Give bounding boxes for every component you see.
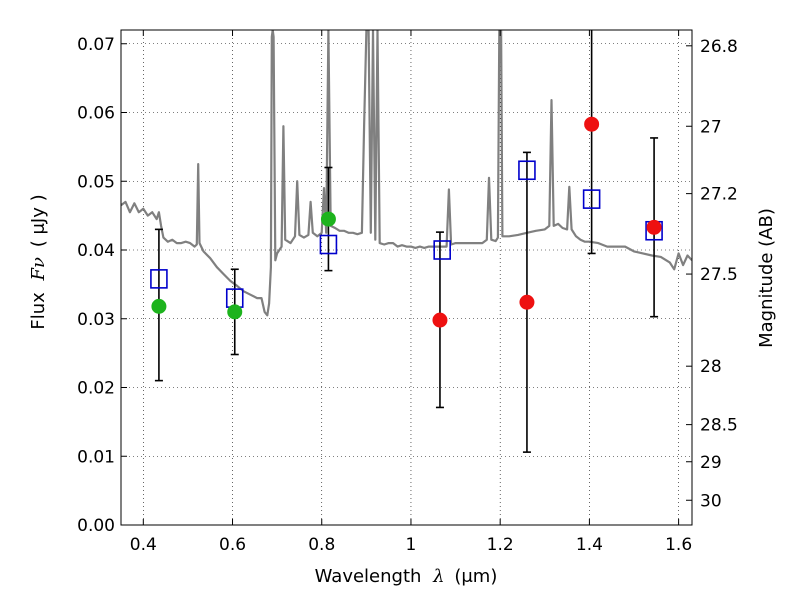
x-tick-label: 0.8 [308,535,335,555]
model-square [150,269,168,289]
y-tick-label: 0.01 [77,447,115,467]
x-tick-label: 0.4 [130,535,157,555]
y-tick-label: 0.03 [77,310,115,330]
observed-point [227,304,243,320]
y-tick-label: 0.04 [77,241,115,261]
x-tick-label: 1.4 [576,535,603,555]
y2-tick-label: 26.8 [700,37,738,57]
observed-point [320,211,336,227]
y2-axis-ticks: 26.8 27 27.2 27.5 28 28.5 29 30 [686,37,738,511]
model-square [319,234,338,255]
plot-frame [120,29,693,526]
y-tick-label: 0.05 [77,172,115,192]
y2-tick-label: 28.5 [700,416,738,436]
x-axis-ticks: 0.4 0.6 0.8 1 1.2 1.4 1.6 [130,30,692,555]
y2-tick-label: 27.5 [700,265,738,285]
y2-tick-label: 27.2 [700,185,738,205]
observed-point [432,312,448,328]
observed-point [646,219,662,235]
model-square [518,160,536,181]
x-tick-label: 0.6 [219,535,246,555]
y-tick-label: 0.06 [77,104,115,124]
observed-flux-points [151,116,662,328]
y2-axis-label: Magnitude (AB) [756,208,777,348]
observed-point [584,116,600,132]
x-tick-label: 1.6 [665,535,692,555]
model-spectrum-line [121,30,692,317]
grid-lines [121,30,692,526]
observed-point [519,294,535,310]
model-flux-squares [150,160,663,308]
y2-tick-label: 29 [700,453,722,473]
y-axis-label: Flux Fν ( μJy ) [28,194,49,329]
y2-tick-label: 28 [700,357,722,377]
x-tick-label: 1 [406,535,417,555]
y-axis-ticks: 0.00 0.01 0.02 0.03 0.04 0.05 0.06 0.07 [77,35,127,536]
y-tick-label: 0.00 [77,516,115,536]
y2-tick-label: 30 [700,491,722,511]
x-tick-label: 1.2 [487,535,514,555]
y-tick-label: 0.07 [77,35,115,55]
x-axis-label: Wavelength λ (μm) [315,566,498,587]
observed-point [151,298,167,314]
y2-tick-label: 27 [700,117,722,137]
model-square [582,189,601,209]
y-tick-label: 0.02 [77,379,115,399]
model-square [433,240,451,260]
